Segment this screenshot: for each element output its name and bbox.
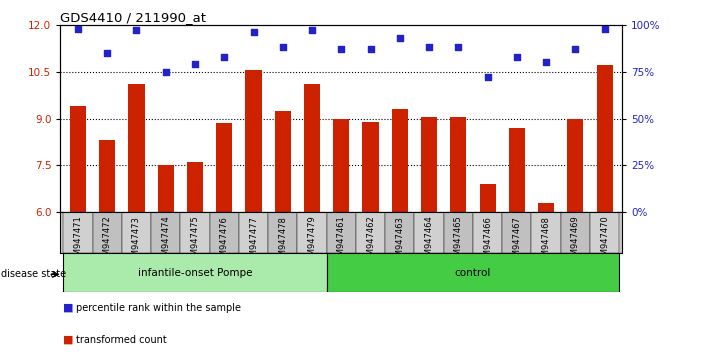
Text: GSM947469: GSM947469	[571, 216, 579, 267]
Bar	[92, 212, 122, 253]
Bar	[502, 212, 531, 253]
Text: GSM947477: GSM947477	[249, 216, 258, 267]
Text: GSM947465: GSM947465	[454, 216, 463, 267]
Bar	[70, 106, 86, 212]
Bar	[129, 84, 144, 212]
Bar	[392, 109, 408, 212]
Text: disease state: disease state	[1, 269, 67, 279]
Bar	[444, 212, 473, 253]
Bar	[473, 212, 502, 253]
Bar	[590, 212, 619, 253]
Text: GSM947470: GSM947470	[600, 216, 609, 267]
Point	[73, 26, 84, 32]
Bar	[450, 117, 466, 212]
Point	[306, 28, 318, 33]
Bar	[63, 253, 326, 292]
Text: GSM947461: GSM947461	[337, 216, 346, 267]
Bar	[274, 111, 291, 212]
Bar	[297, 212, 326, 253]
Bar	[561, 212, 590, 253]
Text: ■: ■	[63, 335, 73, 345]
Point	[394, 35, 405, 41]
Point	[218, 54, 230, 59]
Bar	[415, 212, 444, 253]
Bar	[63, 212, 92, 253]
Point	[189, 61, 201, 67]
Text: infantile-onset Pompe: infantile-onset Pompe	[138, 268, 252, 278]
Text: control: control	[455, 268, 491, 278]
Bar	[239, 212, 268, 253]
Point	[336, 46, 347, 52]
Text: GSM947471: GSM947471	[73, 216, 82, 267]
Bar	[538, 203, 554, 212]
Bar	[245, 70, 262, 212]
Point	[482, 74, 493, 80]
Point	[248, 29, 260, 35]
Point	[160, 69, 171, 75]
Bar	[326, 212, 356, 253]
Bar	[304, 84, 320, 212]
Bar	[158, 166, 173, 212]
Point	[570, 46, 581, 52]
Bar	[210, 212, 239, 253]
Text: GSM947475: GSM947475	[191, 216, 200, 267]
Bar	[363, 122, 378, 212]
Point	[540, 59, 552, 65]
Text: GSM947473: GSM947473	[132, 216, 141, 267]
Text: GSM947476: GSM947476	[220, 216, 229, 267]
Bar	[181, 212, 210, 253]
Text: GSM947474: GSM947474	[161, 216, 170, 267]
Bar	[597, 65, 613, 212]
Text: percentile rank within the sample: percentile rank within the sample	[76, 303, 241, 313]
Point	[599, 26, 610, 32]
Bar	[151, 212, 181, 253]
Point	[453, 45, 464, 50]
Text: GSM947464: GSM947464	[424, 216, 434, 267]
Bar	[187, 162, 203, 212]
Bar	[531, 212, 561, 253]
Bar	[479, 184, 496, 212]
Text: GSM947468: GSM947468	[542, 216, 550, 267]
Point	[277, 45, 289, 50]
Bar	[421, 117, 437, 212]
Bar	[385, 212, 415, 253]
Bar	[509, 128, 525, 212]
Bar	[100, 141, 115, 212]
Point	[511, 54, 523, 59]
Bar	[356, 212, 385, 253]
Text: GDS4410 / 211990_at: GDS4410 / 211990_at	[60, 11, 206, 24]
Bar	[216, 123, 232, 212]
Bar	[333, 119, 349, 212]
Text: GSM947467: GSM947467	[513, 216, 521, 267]
Point	[131, 28, 142, 33]
Bar	[326, 253, 619, 292]
Point	[365, 46, 376, 52]
Point	[423, 45, 434, 50]
Text: GSM947472: GSM947472	[103, 216, 112, 267]
Text: GSM947478: GSM947478	[278, 216, 287, 267]
Point	[102, 50, 113, 56]
Bar	[567, 119, 583, 212]
Text: GSM947479: GSM947479	[308, 216, 316, 267]
Text: ■: ■	[63, 303, 73, 313]
Text: GSM947462: GSM947462	[366, 216, 375, 267]
Text: transformed count: transformed count	[76, 335, 167, 345]
Text: GSM947463: GSM947463	[395, 216, 405, 267]
Text: GSM947466: GSM947466	[483, 216, 492, 267]
Bar	[268, 212, 297, 253]
Bar	[122, 212, 151, 253]
